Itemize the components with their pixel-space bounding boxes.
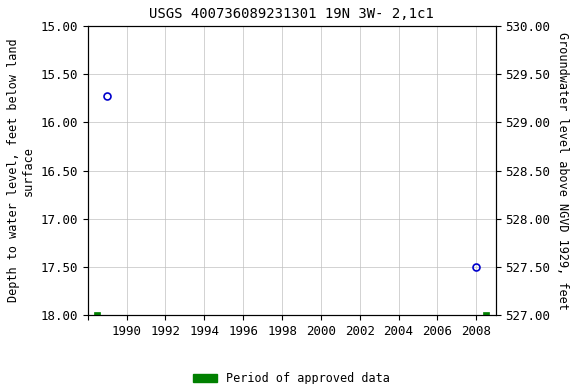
Y-axis label: Depth to water level, feet below land
surface: Depth to water level, feet below land su… <box>7 39 35 302</box>
Y-axis label: Groundwater level above NGVD 1929, feet: Groundwater level above NGVD 1929, feet <box>556 31 569 310</box>
Title: USGS 400736089231301 19N 3W- 2,1c1: USGS 400736089231301 19N 3W- 2,1c1 <box>149 7 434 21</box>
Legend: Period of approved data: Period of approved data <box>188 367 395 384</box>
